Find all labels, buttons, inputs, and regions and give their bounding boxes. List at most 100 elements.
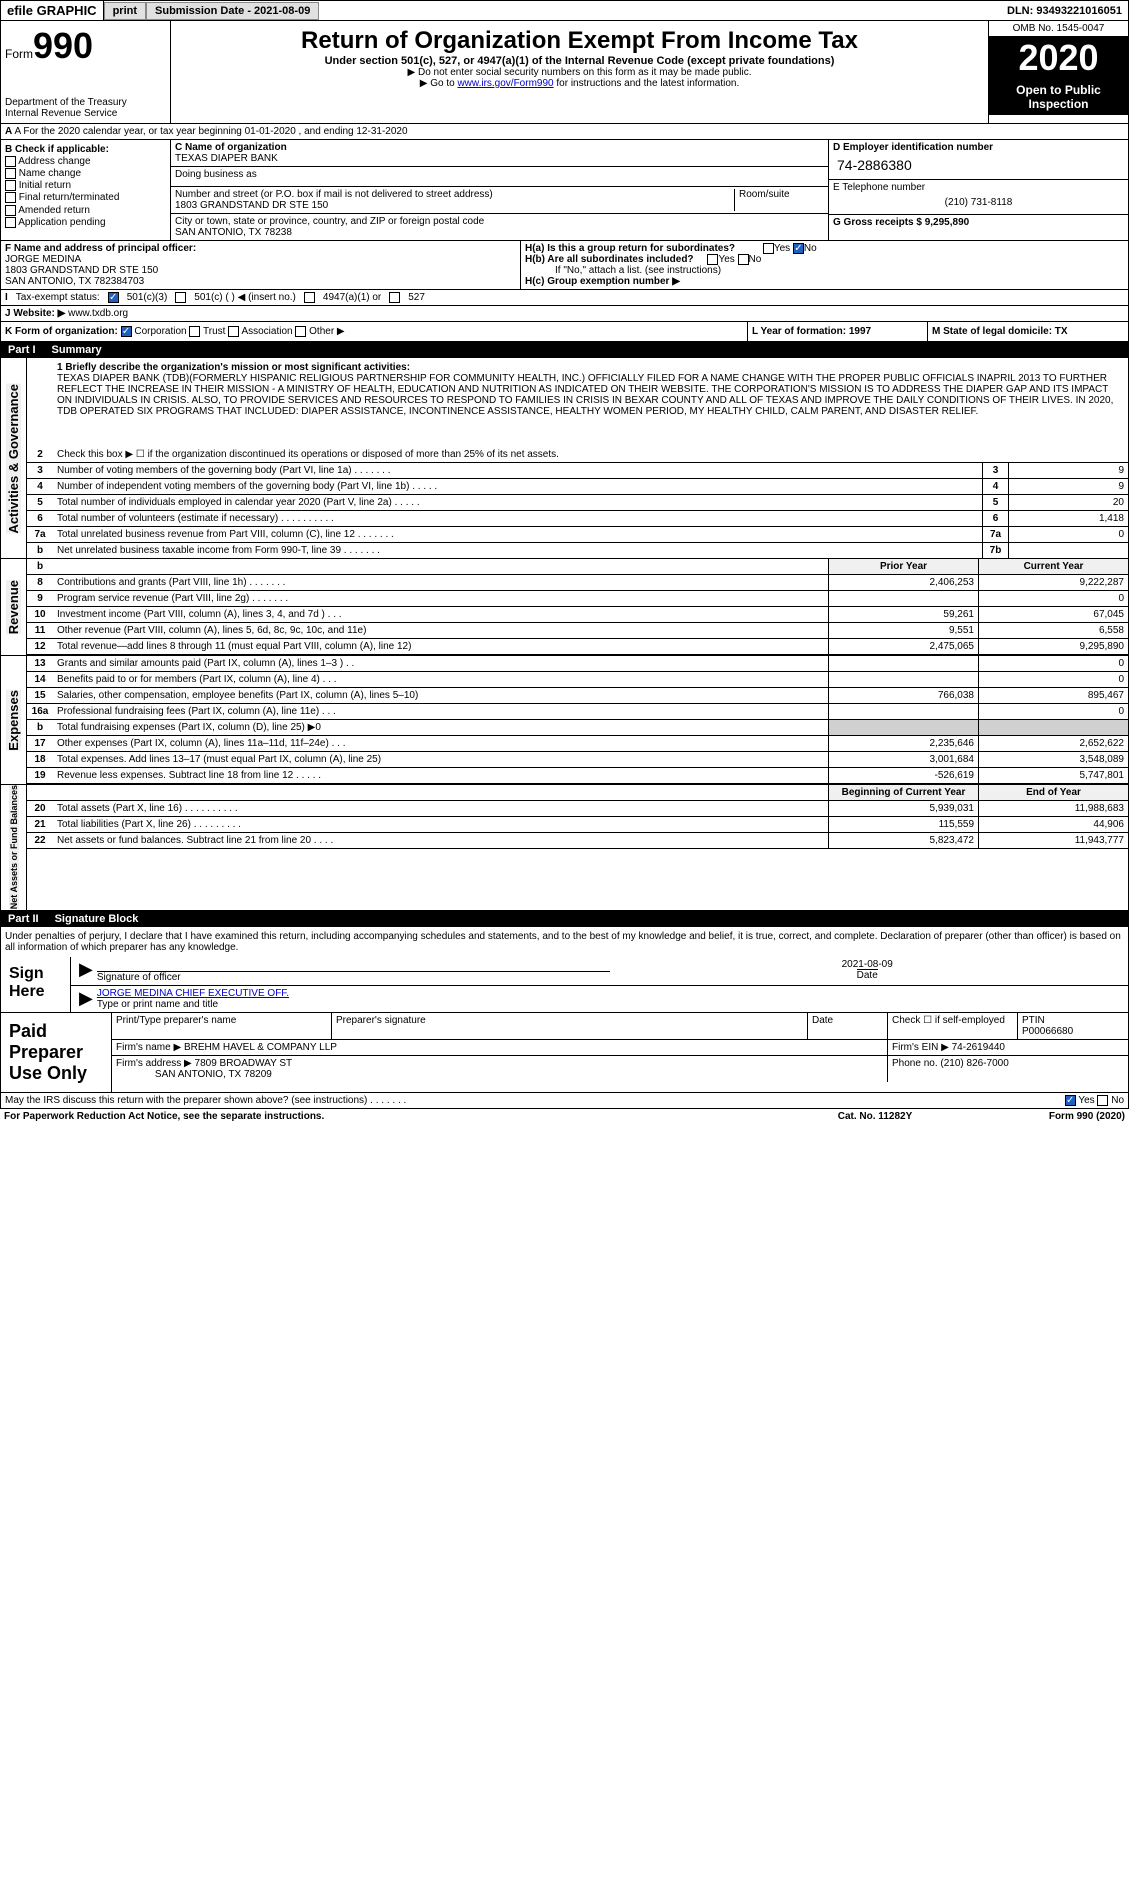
efile-header: efile GRAPHIC print Submission Date - 20… — [0, 0, 1129, 21]
summary-line: 17Other expenses (Part IX, column (A), l… — [27, 736, 1128, 752]
submission-date-button[interactable]: Submission Date - 2021-08-09 — [146, 2, 319, 20]
firm-phone-label: Phone no. — [892, 1058, 938, 1069]
sig-officer-label: Signature of officer — [97, 972, 181, 983]
kl-row: K Form of organization: ✓ Corporation Tr… — [0, 322, 1129, 342]
summary-line: 18Total expenses. Add lines 13–17 (must … — [27, 752, 1128, 768]
part1-body: Activities & Governance 1 Briefly descri… — [0, 358, 1129, 910]
mission-block: 1 Briefly describe the organization's mi… — [27, 358, 1128, 447]
chk-501c[interactable] — [175, 292, 186, 303]
gross-receipts: G Gross receipts $ 9,295,890 — [829, 215, 1128, 230]
chk-initial[interactable]: Initial return — [5, 180, 166, 191]
summary-line: 19Revenue less expenses. Subtract line 1… — [27, 768, 1128, 784]
chk-name[interactable]: Name change — [5, 168, 166, 179]
firm-ein-label: Firm's EIN ▶ — [892, 1042, 949, 1053]
print-button[interactable]: print — [104, 2, 146, 20]
summary-line: 5Total number of individuals employed in… — [27, 495, 1128, 511]
part1-label: Part I — [8, 344, 36, 356]
summary-line: 9Program service revenue (Part VIII, lin… — [27, 591, 1128, 607]
sign-here-label: Sign Here — [1, 957, 71, 1012]
sig-date: 2021-08-09 — [842, 959, 893, 970]
chk-trust[interactable] — [189, 326, 200, 337]
officer-label: F Name and address of principal officer: — [5, 243, 196, 254]
firm-name: BREHM HAVEL & COMPANY LLP — [184, 1042, 337, 1053]
m-state: M State of legal domicile: TX — [928, 322, 1128, 341]
form-header: Form990 Department of the Treasury Inter… — [0, 21, 1129, 124]
website-label: J Website: ▶ — [5, 308, 65, 319]
tax-year: 2020 — [989, 37, 1128, 79]
paid-preparer-label: Paid Preparer Use Only — [1, 1013, 111, 1092]
summary-line: 20Total assets (Part X, line 16) . . . .… — [27, 801, 1128, 817]
ptin-label: PTIN — [1022, 1015, 1045, 1026]
hb-row: H(b) Are all subordinates included? Yes … — [525, 254, 1124, 265]
form-subtitle-3: ▶ Go to www.irs.gov/Form990 for instruct… — [177, 78, 982, 89]
org-name-label: C Name of organization — [175, 142, 287, 153]
chk-other[interactable] — [295, 326, 306, 337]
irs-link[interactable]: www.irs.gov/Form990 — [457, 78, 553, 89]
summary-line: 11Other revenue (Part VIII, column (A), … — [27, 623, 1128, 639]
summary-line: bNet unrelated business taxable income f… — [27, 543, 1128, 558]
footer: For Paperwork Reduction Act Notice, see … — [0, 1109, 1129, 1124]
row-fh: F Name and address of principal officer:… — [0, 241, 1129, 290]
part1-title: Summary — [52, 344, 102, 356]
arrow-icon: ▶ — [79, 959, 93, 983]
ein-value: 74-2886380 — [833, 153, 1124, 177]
vtab-revenue: Revenue — [6, 580, 21, 634]
form-footer: Form 990 (2020) — [975, 1111, 1125, 1122]
sig-date-label: Date — [857, 969, 878, 981]
chk-501c3[interactable]: ✓ — [108, 292, 119, 303]
chk-pending[interactable]: Application pending — [5, 217, 166, 228]
summary-line: 12Total revenue—add lines 8 through 11 (… — [27, 639, 1128, 655]
l-year: L Year of formation: 1997 — [748, 322, 928, 341]
vtab-expenses: Expenses — [6, 690, 21, 751]
chk-4947[interactable] — [304, 292, 315, 303]
dba-label: Doing business as — [175, 169, 257, 180]
summary-line: 21Total liabilities (Part X, line 26) . … — [27, 817, 1128, 833]
end-year-header: End of Year — [978, 785, 1128, 800]
officer-name-label: Type or print name and title — [97, 999, 218, 1010]
section-bcde: B Check if applicable: Address change Na… — [0, 140, 1129, 241]
cat-no: Cat. No. 11282Y — [775, 1111, 975, 1122]
chk-amended[interactable]: Amended return — [5, 205, 166, 216]
summary-line: 16aProfessional fundraising fees (Part I… — [27, 704, 1128, 720]
line-b: b — [27, 559, 53, 574]
chk-final[interactable]: Final return/terminated — [5, 192, 166, 203]
open-public-label: Open to Public Inspection — [989, 79, 1128, 115]
summary-line: 13Grants and similar amounts paid (Part … — [27, 656, 1128, 672]
part2-header: Part II Signature Block — [0, 911, 1129, 927]
chk-address[interactable]: Address change — [5, 156, 166, 167]
dln-label: DLN: 93493221016051 — [1001, 3, 1128, 19]
part2-title: Signature Block — [55, 913, 139, 925]
form-subtitle-2: ▶ Do not enter social security numbers o… — [177, 67, 982, 78]
firm-ein: 74-2619440 — [952, 1042, 1005, 1053]
addr-value: 1803 GRANDSTAND DR STE 150 — [175, 200, 328, 211]
omb-number: OMB No. 1545-0047 — [989, 21, 1128, 37]
preparer-section: Paid Preparer Use Only Print/Type prepar… — [0, 1013, 1129, 1093]
summary-line: 6Total number of volunteers (estimate if… — [27, 511, 1128, 527]
firm-addr-label: Firm's address ▶ — [116, 1058, 192, 1069]
begin-year-header: Beginning of Current Year — [828, 785, 978, 800]
form-title: Return of Organization Exempt From Incom… — [177, 27, 982, 55]
discuss-yes[interactable]: ✓ — [1065, 1095, 1076, 1106]
curr-year-header: Current Year — [978, 559, 1128, 574]
officer-name-link[interactable]: JORGE MEDINA CHIEF EXECUTIVE OFF. — [97, 988, 289, 999]
summary-line: 15Salaries, other compensation, employee… — [27, 688, 1128, 704]
phone-value: (210) 731-8118 — [833, 193, 1124, 212]
pra-notice: For Paperwork Reduction Act Notice, see … — [4, 1111, 775, 1122]
summary-line: 4Number of independent voting members of… — [27, 479, 1128, 495]
officer-addr1: 1803 GRANDSTAND DR STE 150 — [5, 265, 158, 276]
summary-line: 22Net assets or fund balances. Subtract … — [27, 833, 1128, 849]
form-number: Form990 — [5, 25, 166, 67]
k-label: K Form of organization: — [5, 326, 118, 337]
officer-name: JORGE MEDINA — [5, 254, 81, 265]
city-label: City or town, state or province, country… — [175, 216, 484, 227]
discuss-no[interactable] — [1097, 1095, 1108, 1106]
efile-label: efile GRAPHIC — [1, 1, 104, 20]
prep-name-header: Print/Type preparer's name — [112, 1013, 332, 1039]
discuss-text: May the IRS discuss this return with the… — [5, 1095, 1065, 1106]
chk-corp[interactable]: ✓ — [121, 326, 132, 337]
summary-line: bTotal fundraising expenses (Part IX, co… — [27, 720, 1128, 736]
chk-assoc[interactable] — [228, 326, 239, 337]
firm-name-label: Firm's name ▶ — [116, 1042, 181, 1053]
prep-self-header: Check ☐ if self-employed — [888, 1013, 1018, 1039]
chk-527[interactable] — [389, 292, 400, 303]
